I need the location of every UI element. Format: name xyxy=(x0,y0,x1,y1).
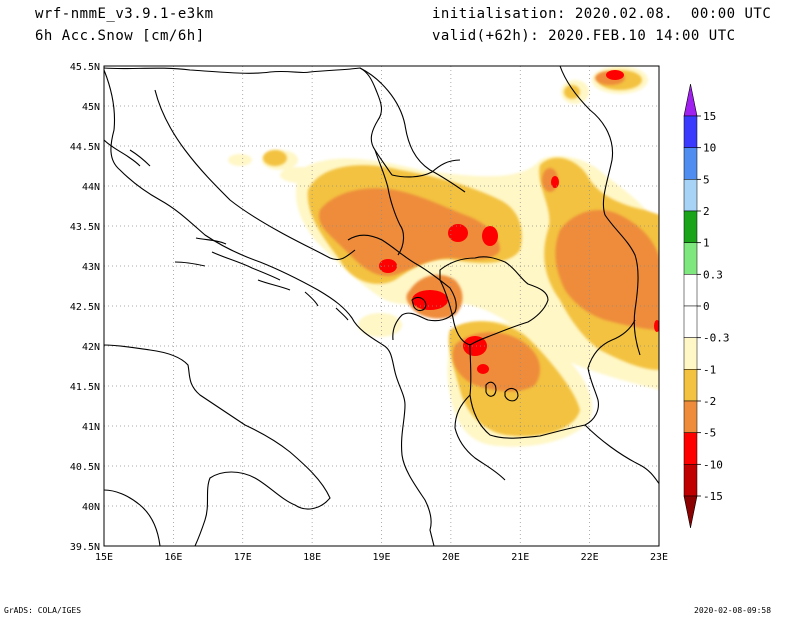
colorbar-swatch xyxy=(683,337,698,370)
colorbar-swatch xyxy=(683,147,698,180)
init-time: initialisation: 2020.02.08. 00:00 UTC xyxy=(432,6,772,22)
colorbar-arrow-bottom xyxy=(683,495,698,529)
colorbar-label: 2 xyxy=(703,205,710,218)
colorbar-swatch xyxy=(683,242,698,275)
lat-label: 43.5N xyxy=(70,222,100,233)
longitude-labels: 15E 16E 17E 18E 19E 20E 21E 22E 23E xyxy=(95,552,668,563)
lat-label: 41N xyxy=(82,422,100,433)
snow-field xyxy=(228,66,659,447)
colorbar-swatch xyxy=(683,115,698,148)
valid-time: valid(+62h): 2020.FEB.10 14:00 UTC xyxy=(432,28,736,44)
lon-label: 17E xyxy=(234,552,252,563)
colorbar-label: 0 xyxy=(703,300,710,313)
lat-label: 42.5N xyxy=(70,302,100,313)
colorbar-label: -10 xyxy=(703,458,723,471)
model-title: wrf-nmmE_v3.9.1-e3km xyxy=(35,6,214,22)
lon-label: 16E xyxy=(164,552,182,563)
lon-label: 15E xyxy=(95,552,113,563)
lat-label: 39.5N xyxy=(70,542,100,553)
lat-label: 42N xyxy=(82,342,100,353)
lat-label: 45.5N xyxy=(70,62,100,73)
coastline-and-borders xyxy=(104,66,659,546)
colorbar-swatch xyxy=(683,210,698,243)
footer-credit: GrADS: COLA/IGES xyxy=(4,606,82,615)
colorbar-label: -15 xyxy=(703,490,723,503)
lon-label: 19E xyxy=(372,552,390,563)
lat-label: 44.5N xyxy=(70,142,100,153)
colorbar-swatch xyxy=(683,400,698,433)
colorbar-label: 15 xyxy=(703,110,716,123)
latitude-labels: 45.5N 45N 44.5N 44N 43.5N 43N 42.5N 42N 41.5N 41N… xyxy=(70,62,100,553)
colorbar-label: 1 xyxy=(703,237,710,250)
lon-label: 18E xyxy=(303,552,321,563)
colorbar-label: -5 xyxy=(703,427,716,440)
lat-label: 45N xyxy=(82,102,100,113)
colorbar-swatch xyxy=(683,305,698,338)
lat-label: 41.5N xyxy=(70,382,100,393)
lat-label: 40.5N xyxy=(70,462,100,473)
lat-label: 40N xyxy=(82,502,100,513)
field-title: 6h Acc.Snow [cm/6h] xyxy=(35,28,205,44)
colorbar-swatch xyxy=(683,179,698,212)
lat-label: 43N xyxy=(82,262,100,273)
colorbar-label: 10 xyxy=(703,142,716,155)
colorbar-swatch xyxy=(683,274,698,307)
lon-label: 22E xyxy=(581,552,599,563)
map-frame xyxy=(103,65,660,547)
snow-red-area xyxy=(379,70,659,374)
footer-timestamp: 2020-02-08-09:58 xyxy=(694,606,772,615)
colorbar-label: -0.3 xyxy=(703,332,730,345)
lon-label: 21E xyxy=(511,552,529,563)
colorbar-arrow-top xyxy=(683,83,698,117)
lat-label: 44N xyxy=(82,182,100,193)
colorbar-label: 0.3 xyxy=(703,268,723,281)
colorbar-label: 5 xyxy=(703,173,710,186)
map-grid xyxy=(104,66,659,546)
lon-label: 20E xyxy=(442,552,460,563)
colorbar-swatch xyxy=(683,464,698,497)
colorbar: 15 10 5 2 1 0.3 0 -0.3 -1 -2 -5 -10 -15 xyxy=(683,83,730,529)
colorbar-label: -1 xyxy=(703,363,716,376)
lon-label: 23E xyxy=(650,552,668,563)
colorbar-swatch xyxy=(683,432,698,465)
colorbar-swatch xyxy=(683,369,698,402)
colorbar-label: -2 xyxy=(703,395,716,408)
